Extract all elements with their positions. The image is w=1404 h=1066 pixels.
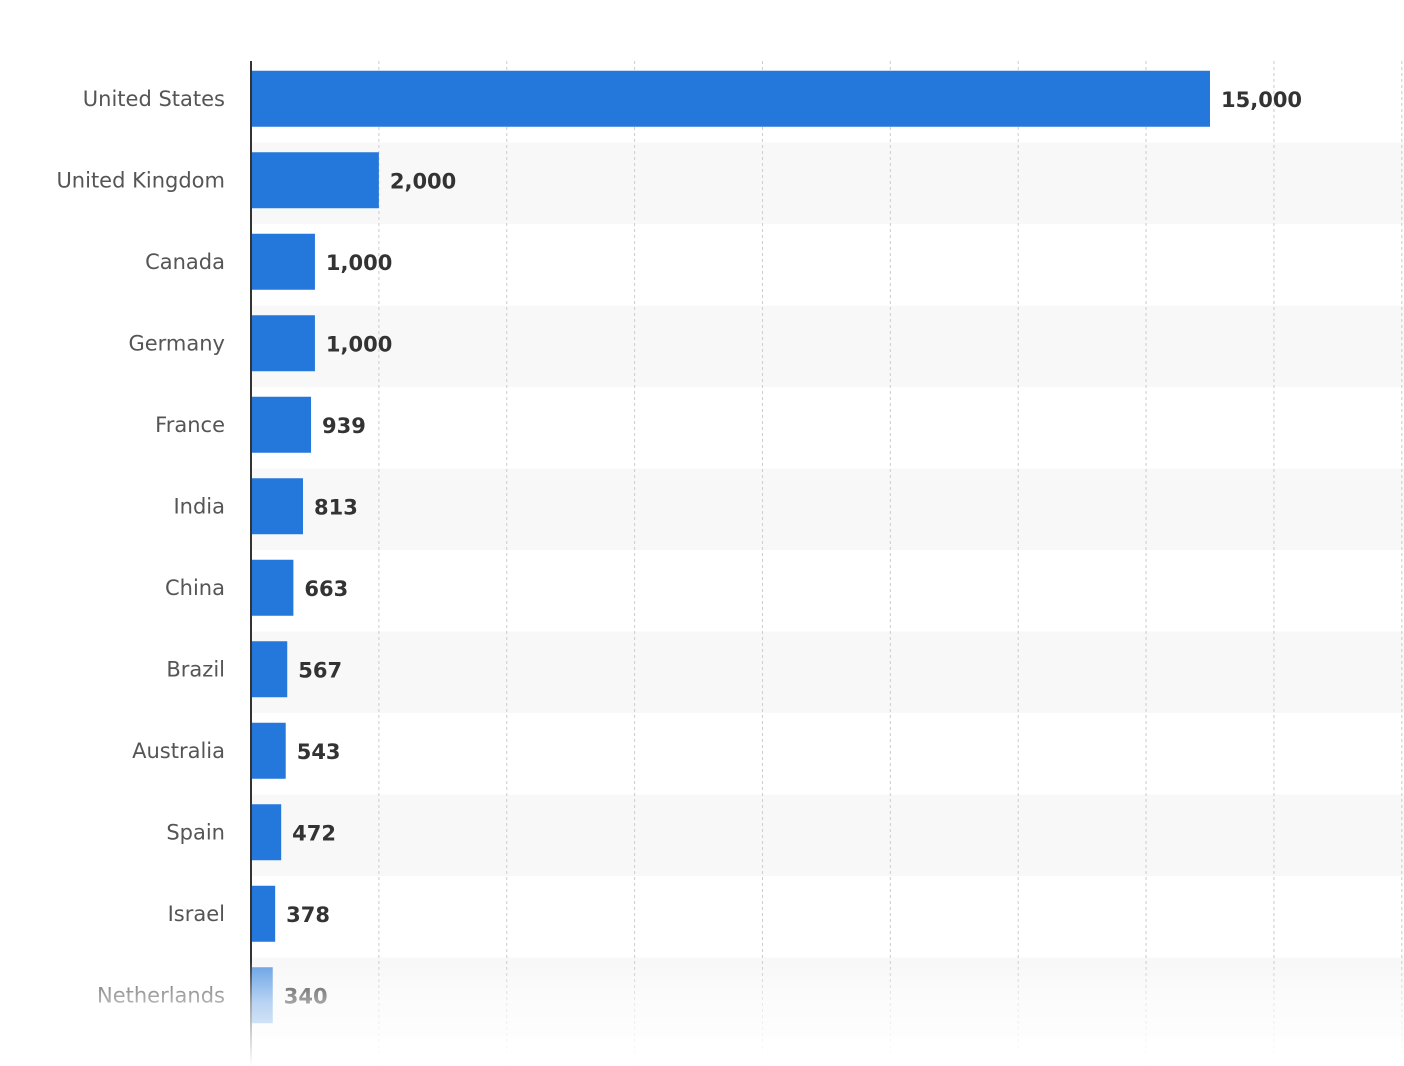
category-label: United States (83, 87, 225, 111)
bar (251, 396, 312, 453)
bar (251, 804, 282, 861)
bar (251, 233, 315, 290)
row-band (251, 142, 1404, 224)
value-label: 2,000 (390, 169, 456, 193)
category-label: Spain (166, 820, 225, 844)
category-labels: United States United Kingdom Canada Germany… (56, 87, 225, 1008)
row-bands (251, 142, 1404, 1039)
bar (251, 641, 288, 698)
category-label: Netherlands (97, 983, 225, 1007)
value-label: 663 (304, 577, 348, 601)
row-band (251, 631, 1404, 713)
value-label: 1,000 (326, 251, 392, 275)
category-label: Israel (168, 902, 225, 926)
value-label: 567 (298, 658, 342, 682)
gridlines (378, 61, 1403, 1066)
row-band (251, 468, 1404, 550)
value-label: 543 (297, 740, 341, 764)
category-label: France (155, 413, 225, 437)
category-label: Australia (132, 739, 225, 763)
bar (251, 559, 294, 616)
bar (251, 885, 276, 942)
bars (251, 70, 1210, 1024)
value-label: 340 (284, 984, 328, 1008)
value-label: 813 (314, 495, 358, 519)
bar (251, 70, 1210, 127)
row-band (251, 305, 1404, 387)
category-label: India (173, 494, 225, 518)
category-label: Canada (145, 250, 225, 274)
value-label: 378 (286, 903, 330, 927)
value-label: 1,000 (326, 332, 392, 356)
bar (251, 722, 286, 779)
row-band (251, 957, 1404, 1039)
bar (251, 478, 303, 535)
row-band (251, 794, 1404, 876)
bar (251, 152, 379, 209)
category-label: China (165, 576, 225, 600)
value-label: 472 (292, 821, 336, 845)
bar (251, 315, 315, 372)
category-label: Germany (128, 331, 225, 355)
category-label: United Kingdom (56, 168, 225, 192)
value-label: 939 (322, 414, 366, 438)
value-label: 15,000 (1221, 88, 1302, 112)
category-label: Brazil (166, 657, 225, 681)
bar (251, 967, 273, 1024)
